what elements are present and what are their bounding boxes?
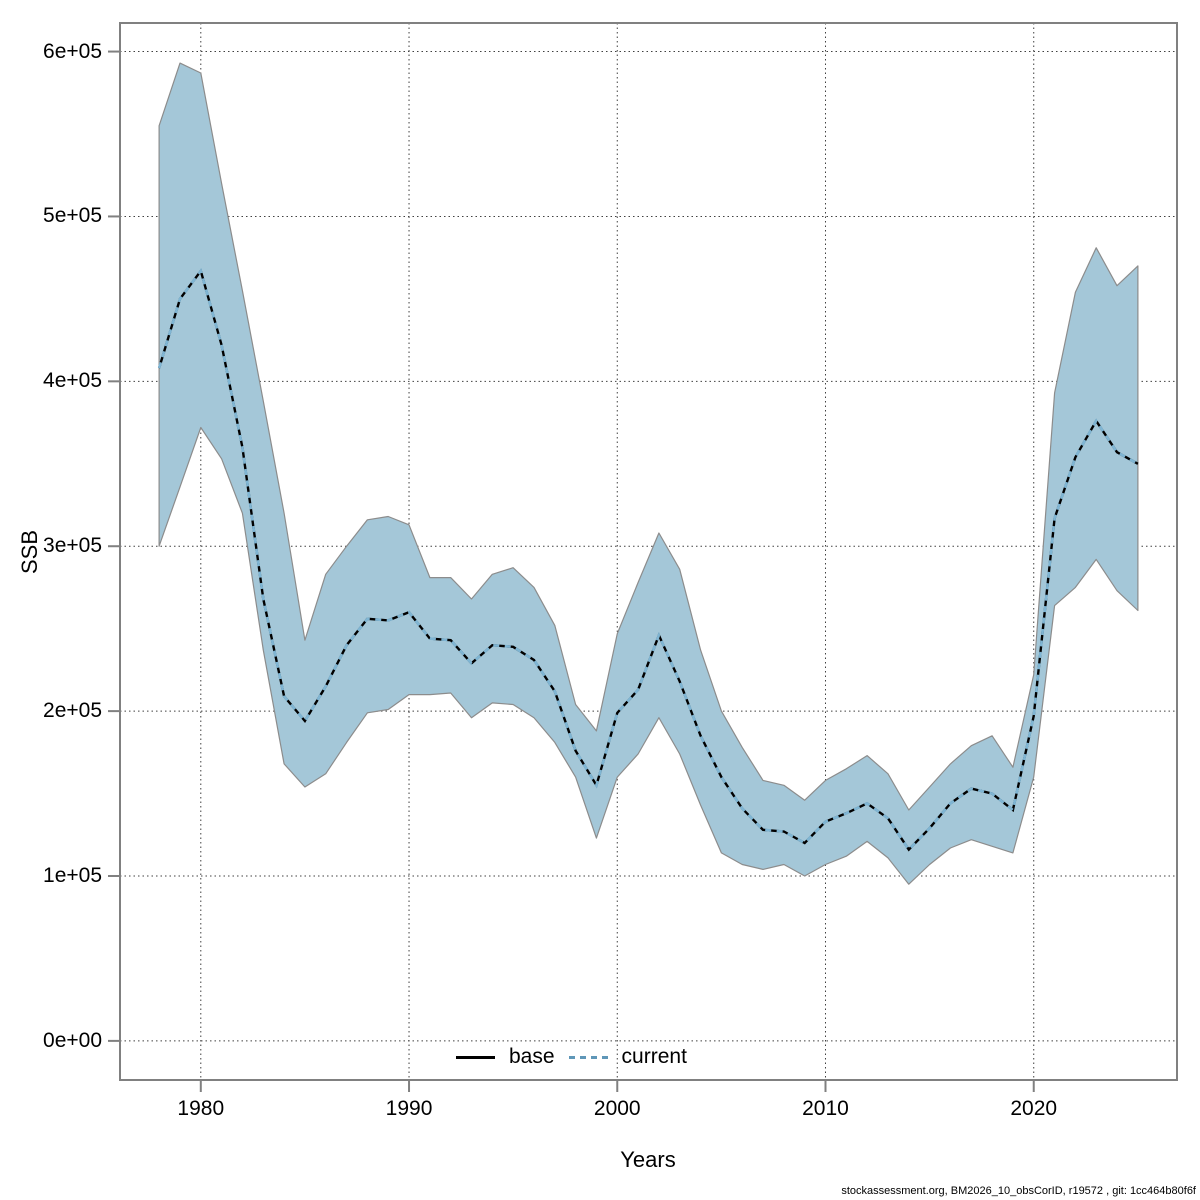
x-tick-label: 1990 (385, 1097, 433, 1120)
y-tick-label: 5e+05 (43, 204, 102, 228)
x-tick-label: 2000 (593, 1097, 641, 1120)
legend: base current (456, 1045, 687, 1069)
plot-frame (119, 22, 1178, 1081)
legend-base-line (456, 1055, 495, 1059)
confidence-band (158, 62, 1139, 885)
base-line (157, 268, 1139, 852)
y-tick-label: 3e+05 (43, 534, 102, 558)
y-axis-title: SSB (17, 529, 42, 575)
x-tick-label: 1980 (177, 1097, 225, 1120)
y-tick-label: 6e+05 (43, 39, 102, 63)
legend-current-line (568, 1055, 608, 1059)
footer-run-info: stockassessment.org, BM2026_10_obsCorID,… (841, 1185, 1196, 1197)
legend-base-label: base (509, 1045, 555, 1068)
y-tick-label: 0e+00 (43, 1028, 102, 1052)
y-tick-label: 4e+05 (43, 369, 102, 393)
y-tick-label: 2e+05 (43, 699, 102, 723)
legend-current-label: current (621, 1045, 687, 1068)
y-tick-label: 1e+05 (43, 864, 102, 887)
x-axis-title: Years (620, 1147, 676, 1172)
x-tick-label: 2020 (1010, 1097, 1058, 1120)
x-tick-label: 2010 (802, 1097, 849, 1120)
